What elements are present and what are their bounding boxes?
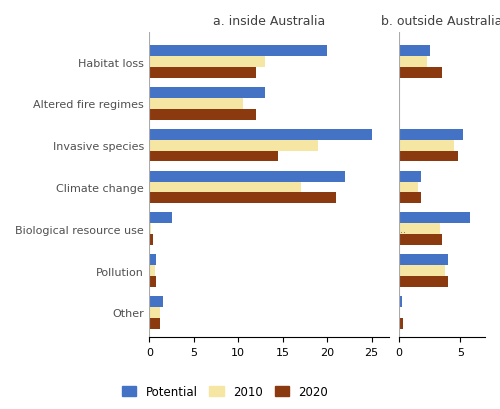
- Bar: [399, 265, 444, 276]
- Bar: [150, 193, 336, 204]
- Bar: [399, 46, 430, 57]
- Bar: [399, 140, 454, 151]
- Bar: [399, 224, 440, 235]
- Bar: [399, 307, 400, 318]
- Bar: [150, 265, 154, 276]
- Bar: [150, 140, 318, 151]
- Bar: [150, 318, 160, 329]
- Bar: [150, 171, 345, 182]
- Text: ..: ..: [400, 224, 406, 234]
- Title: a. inside Australia: a. inside Australia: [214, 15, 326, 28]
- Bar: [399, 130, 463, 140]
- Bar: [150, 88, 265, 99]
- Bar: [399, 296, 402, 307]
- Bar: [399, 235, 442, 245]
- Title: b. outside Australia: b. outside Australia: [382, 15, 500, 28]
- Bar: [399, 193, 421, 204]
- Bar: [399, 254, 448, 265]
- Bar: [150, 46, 327, 57]
- Bar: [150, 235, 153, 245]
- Bar: [150, 254, 156, 265]
- Bar: [150, 224, 151, 235]
- Bar: [150, 68, 256, 79]
- Bar: [150, 57, 265, 68]
- Bar: [150, 276, 156, 287]
- Bar: [150, 213, 172, 224]
- Bar: [399, 182, 417, 193]
- Bar: [399, 151, 458, 162]
- Bar: [150, 99, 242, 110]
- Bar: [150, 296, 162, 307]
- Bar: [150, 110, 256, 120]
- Bar: [399, 171, 421, 182]
- Bar: [399, 68, 442, 79]
- Bar: [399, 276, 448, 287]
- Legend: Potential, 2010, 2020: Potential, 2010, 2020: [118, 381, 332, 403]
- Bar: [399, 318, 403, 329]
- Bar: [399, 213, 470, 224]
- Bar: [399, 57, 428, 68]
- Bar: [150, 307, 160, 318]
- Bar: [150, 130, 372, 140]
- Bar: [150, 151, 278, 162]
- Bar: [150, 182, 300, 193]
